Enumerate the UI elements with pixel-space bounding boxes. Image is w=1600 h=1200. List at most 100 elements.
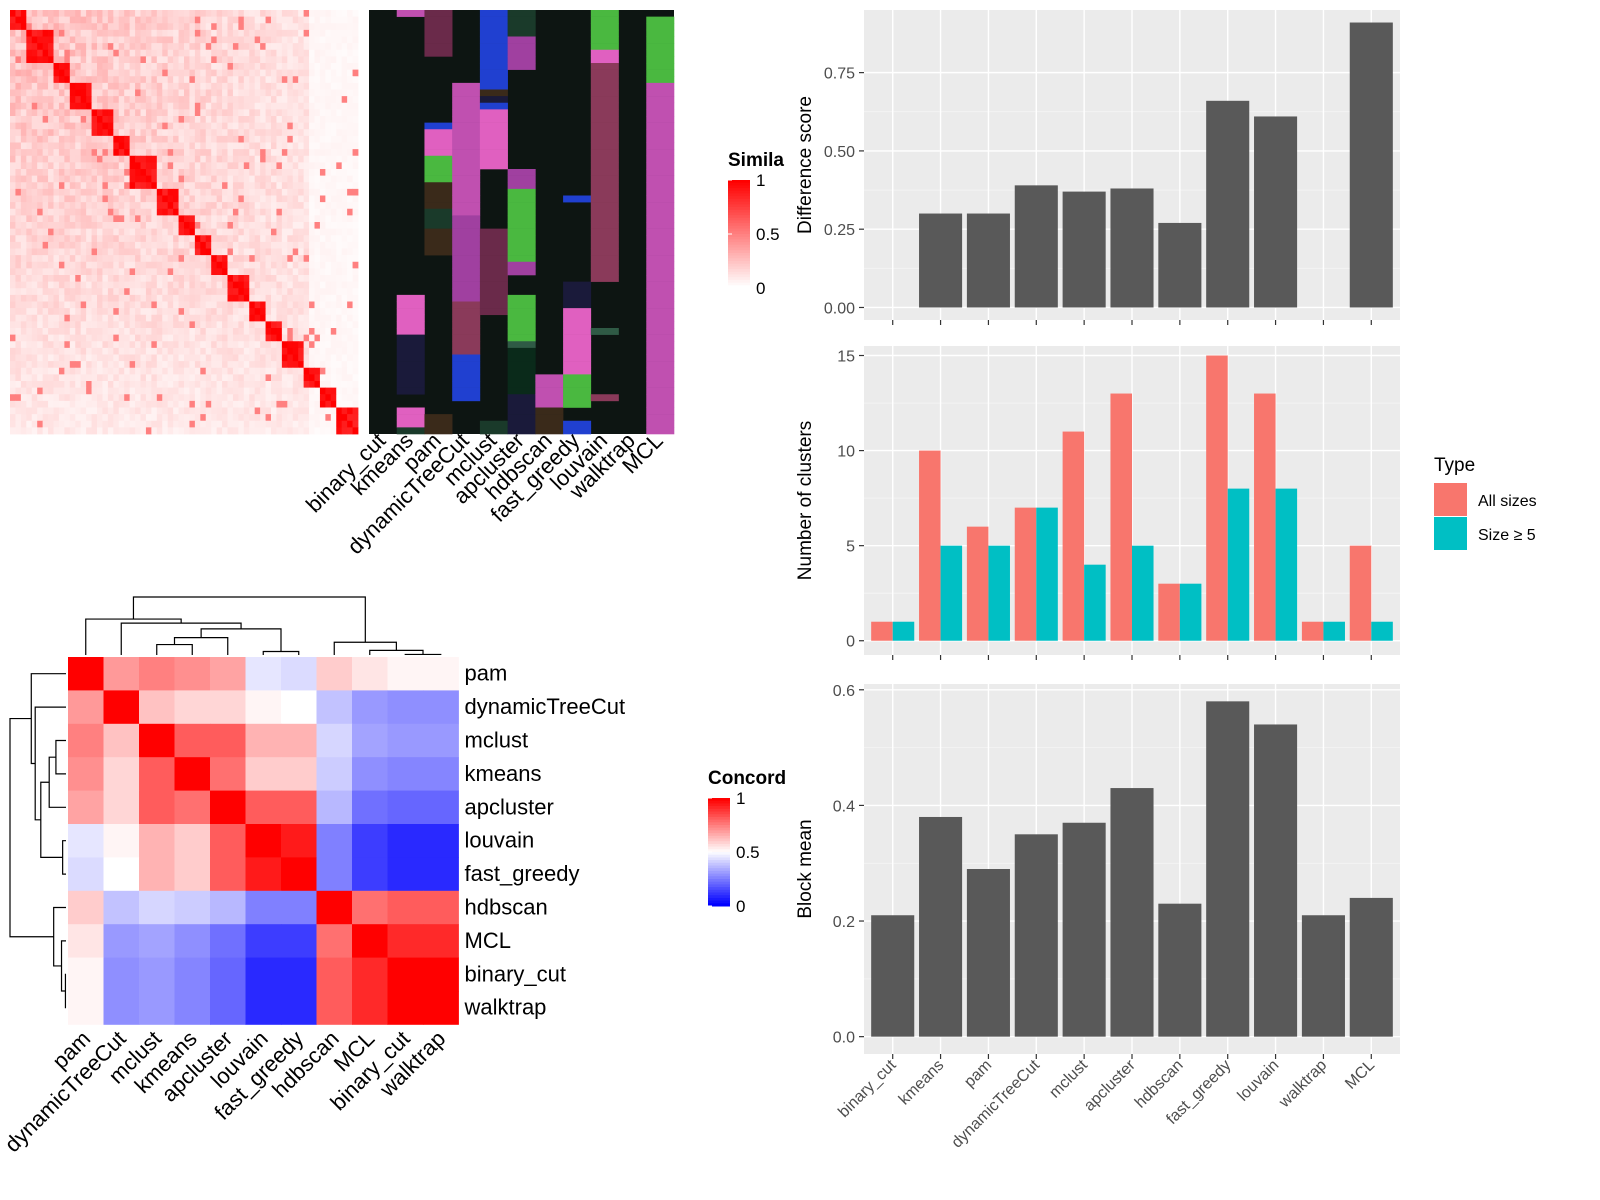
similarity-cell bbox=[37, 155, 44, 163]
similarity-cell bbox=[124, 116, 131, 124]
similarity-cell bbox=[238, 56, 245, 64]
similarity-cell bbox=[118, 275, 125, 283]
similarity-cell bbox=[64, 347, 71, 355]
similarity-cell bbox=[260, 347, 266, 355]
similarity-cell bbox=[216, 182, 223, 190]
similarity-cell bbox=[53, 129, 60, 137]
assignment-cell bbox=[646, 222, 675, 229]
similarity-cell bbox=[135, 420, 141, 428]
similarity-cell bbox=[91, 149, 98, 157]
similarity-cell bbox=[178, 235, 185, 243]
similarity-cell bbox=[80, 76, 87, 84]
similarity-cell bbox=[281, 56, 288, 64]
similarity-cell bbox=[227, 427, 234, 435]
similarity-cell bbox=[113, 407, 120, 415]
x-category-label: MCL bbox=[1342, 1057, 1378, 1093]
similarity-cell bbox=[135, 63, 141, 71]
concordance-cell bbox=[210, 690, 246, 725]
assignment-cell bbox=[424, 241, 453, 249]
concordance-cell bbox=[103, 723, 140, 758]
similarity-cell bbox=[216, 241, 223, 249]
similarity-cell bbox=[15, 175, 22, 183]
similarity-cell bbox=[113, 328, 120, 336]
similarity-cell bbox=[10, 361, 16, 369]
similarity-cell bbox=[97, 142, 103, 150]
similarity-cell bbox=[249, 43, 256, 51]
similarity-cell bbox=[303, 367, 310, 375]
similarity-cell bbox=[249, 135, 256, 143]
similarity-cell bbox=[200, 374, 207, 382]
similarity-cell bbox=[352, 149, 359, 157]
similarity-cell bbox=[276, 381, 283, 389]
similarity-cell bbox=[227, 142, 234, 150]
similarity-cell bbox=[118, 367, 125, 375]
legend-tick-label: 0 bbox=[756, 279, 765, 298]
similarity-cell bbox=[69, 248, 76, 256]
similarity-cell bbox=[319, 188, 326, 196]
similarity-cell bbox=[75, 49, 82, 57]
assignment-cell bbox=[646, 347, 675, 355]
similarity-cell bbox=[15, 109, 22, 117]
legend-gradient-step bbox=[708, 889, 730, 893]
similarity-cell bbox=[194, 142, 201, 150]
similarity-cell bbox=[64, 122, 71, 130]
similarity-cell bbox=[330, 175, 337, 183]
similarity-cell bbox=[173, 10, 179, 18]
similarity-cell bbox=[145, 109, 152, 117]
similarity-cell bbox=[145, 155, 152, 163]
similarity-cell bbox=[48, 261, 54, 269]
similarity-cell bbox=[102, 122, 109, 130]
similarity-cell bbox=[211, 129, 218, 137]
assignment-cell bbox=[424, 222, 453, 229]
similarity-cell bbox=[129, 129, 136, 137]
similarity-cell bbox=[249, 182, 256, 190]
similarity-cell bbox=[298, 116, 305, 124]
similarity-cell bbox=[287, 155, 294, 163]
similarity-cell bbox=[80, 36, 87, 44]
similarity-cell bbox=[194, 341, 201, 349]
similarity-cell bbox=[75, 202, 82, 210]
similarity-cell bbox=[216, 215, 223, 223]
similarity-cell bbox=[309, 29, 315, 37]
similarity-cell bbox=[211, 301, 218, 309]
similarity-cell bbox=[341, 82, 348, 90]
x-category-label: dynamicTreeCut bbox=[949, 1056, 1044, 1151]
similarity-cell bbox=[314, 202, 321, 210]
similarity-cell bbox=[347, 321, 353, 329]
similarity-cell bbox=[48, 314, 54, 322]
similarity-cell bbox=[271, 102, 277, 110]
similarity-cell bbox=[325, 288, 332, 296]
similarity-cell bbox=[341, 188, 348, 196]
similarity-cell bbox=[75, 43, 82, 51]
similarity-cell bbox=[86, 367, 92, 375]
similarity-cell bbox=[80, 414, 87, 422]
similarity-cell bbox=[232, 281, 239, 289]
similarity-cell bbox=[260, 268, 266, 276]
similarity-cell bbox=[80, 29, 87, 37]
similarity-cell bbox=[189, 407, 196, 415]
similarity-cell bbox=[75, 248, 82, 256]
assignment-cell bbox=[507, 195, 536, 203]
similarity-cell bbox=[69, 43, 76, 51]
similarity-cell bbox=[309, 175, 315, 183]
similarity-cell bbox=[249, 222, 256, 230]
similarity-cell bbox=[211, 420, 218, 428]
similarity-cell bbox=[336, 215, 343, 223]
similarity-cell bbox=[156, 142, 163, 150]
similarity-cell bbox=[243, 23, 250, 31]
similarity-cell bbox=[20, 129, 27, 137]
similarity-cell bbox=[260, 228, 266, 236]
similarity-cell bbox=[184, 387, 190, 395]
similarity-cell bbox=[80, 122, 87, 130]
similarity-cell bbox=[325, 400, 332, 408]
similarity-cell bbox=[118, 195, 125, 203]
similarity-cell bbox=[211, 314, 218, 322]
similarity-cell bbox=[48, 36, 54, 44]
similarity-cell bbox=[20, 361, 27, 369]
similarity-cell bbox=[287, 387, 294, 395]
similarity-cell bbox=[167, 394, 174, 402]
similarity-cell bbox=[265, 427, 272, 435]
similarity-cell bbox=[80, 195, 87, 203]
similarity-cell bbox=[227, 381, 234, 389]
similarity-cell bbox=[276, 43, 283, 51]
